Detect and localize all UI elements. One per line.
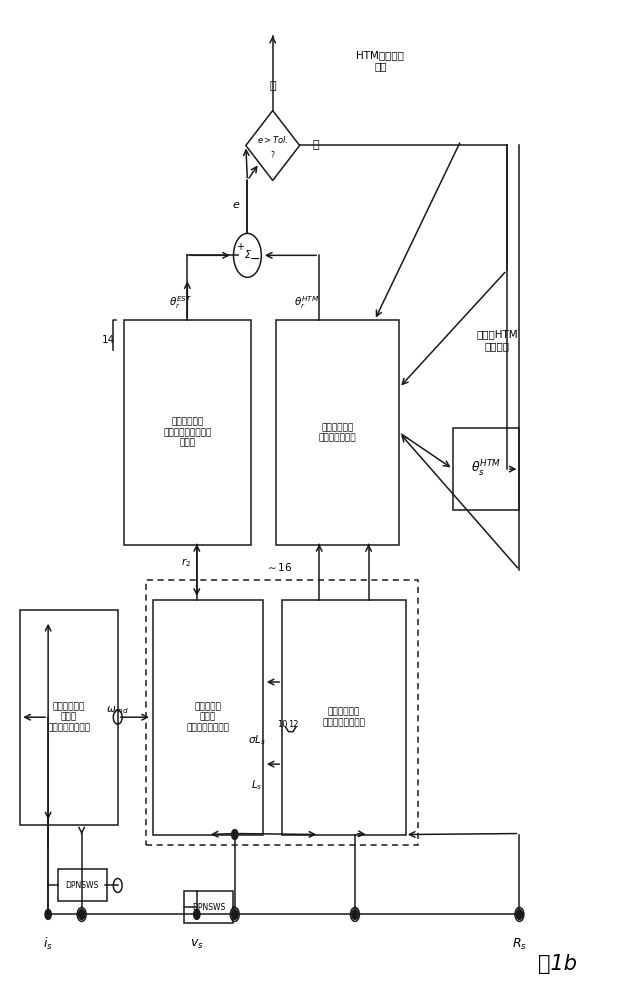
Text: 突出谐波速度
检测器
（磁性突出模型）: 突出谐波速度 检测器 （磁性突出模型） — [47, 702, 90, 732]
Bar — [453, 428, 519, 510]
Bar — [146, 580, 418, 845]
Bar — [276, 320, 399, 545]
Text: $r_2$: $r_2$ — [181, 557, 191, 569]
Text: 12: 12 — [288, 720, 299, 729]
Text: DPNSWS: DPNSWS — [192, 903, 226, 912]
Text: 转子温度估计
（电阻变化对于温度
变化）: 转子温度估计 （电阻变化对于温度 变化） — [163, 418, 212, 447]
Circle shape — [193, 909, 200, 919]
Text: $\sigma L_s$: $\sigma L_s$ — [248, 733, 266, 747]
Circle shape — [516, 909, 522, 919]
Text: $\omega_{rnd}$: $\omega_{rnd}$ — [107, 704, 129, 716]
Bar — [58, 869, 107, 901]
Text: ?: ? — [271, 151, 275, 160]
Text: DPNSWS: DPNSWS — [66, 881, 99, 890]
Text: $i_s$: $i_s$ — [43, 936, 53, 952]
Text: $\sim$16: $\sim$16 — [266, 561, 293, 573]
Text: Σ: Σ — [244, 250, 250, 260]
Text: $R_s$: $R_s$ — [512, 937, 527, 952]
Circle shape — [231, 909, 238, 919]
Text: +: + — [236, 242, 243, 252]
Text: $L_s$: $L_s$ — [251, 778, 262, 792]
Text: 10: 10 — [277, 720, 287, 729]
Text: HTM参数保持
不变: HTM参数保持 不变 — [356, 50, 404, 71]
Text: 定子温度估计
（混合热模型）: 定子温度估计 （混合热模型） — [319, 423, 356, 442]
Circle shape — [352, 909, 358, 919]
Text: $\theta_r^{HTM}$: $\theta_r^{HTM}$ — [294, 294, 320, 311]
Circle shape — [45, 909, 51, 919]
Bar — [282, 600, 406, 835]
Text: 是: 是 — [312, 140, 319, 150]
Text: 否: 否 — [269, 81, 276, 91]
Bar — [124, 320, 250, 545]
Text: 新一轮HTM
参数调谐: 新一轮HTM 参数调谐 — [477, 329, 518, 351]
Text: 14: 14 — [101, 335, 115, 345]
Text: 图1b: 图1b — [538, 954, 577, 974]
Text: $e>Tol.$: $e>Tol.$ — [257, 134, 288, 145]
Text: $\theta_s^{HTM}$: $\theta_s^{HTM}$ — [471, 459, 501, 479]
Text: $\theta_r^{EST}$: $\theta_r^{EST}$ — [169, 294, 192, 311]
Text: 转子电阻估
计算法
（等效电路模型）: 转子电阻估 计算法 （等效电路模型） — [186, 702, 230, 732]
Text: 电感估计算法
（等效电路模型）: 电感估计算法 （等效电路模型） — [322, 707, 365, 727]
Text: $v_s$: $v_s$ — [190, 938, 204, 951]
Bar — [184, 891, 233, 923]
Bar — [153, 600, 263, 835]
Circle shape — [231, 830, 238, 840]
Text: −: − — [250, 253, 261, 266]
Bar — [20, 610, 118, 825]
Circle shape — [79, 909, 85, 919]
Text: $e$: $e$ — [232, 200, 240, 210]
